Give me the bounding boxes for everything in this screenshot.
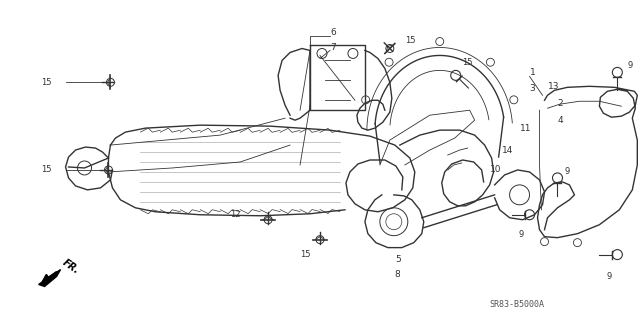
Text: 15: 15	[40, 78, 51, 87]
Text: 6: 6	[330, 28, 336, 37]
Text: 11: 11	[520, 124, 531, 132]
Text: 10: 10	[490, 165, 501, 174]
Text: 3: 3	[529, 84, 535, 93]
Text: 15: 15	[40, 165, 51, 174]
Text: SR83-B5000A: SR83-B5000A	[490, 300, 545, 309]
Text: 5: 5	[395, 255, 401, 264]
FancyArrowPatch shape	[43, 272, 56, 282]
Text: 7: 7	[330, 43, 336, 52]
Text: 1: 1	[529, 68, 535, 77]
Polygon shape	[38, 269, 61, 286]
Text: 9: 9	[519, 230, 524, 239]
Text: 9: 9	[607, 271, 612, 281]
Text: 8: 8	[395, 270, 401, 279]
Text: 15: 15	[461, 58, 472, 67]
Text: 9: 9	[564, 167, 570, 176]
Text: 2: 2	[557, 99, 563, 108]
Text: FR.: FR.	[61, 257, 81, 276]
Text: 12: 12	[230, 210, 241, 219]
Text: 14: 14	[502, 146, 513, 155]
Text: 15: 15	[405, 36, 415, 45]
Text: 13: 13	[547, 82, 559, 91]
Text: 15: 15	[300, 250, 310, 259]
Text: 9: 9	[627, 61, 632, 70]
Text: 4: 4	[557, 116, 563, 125]
